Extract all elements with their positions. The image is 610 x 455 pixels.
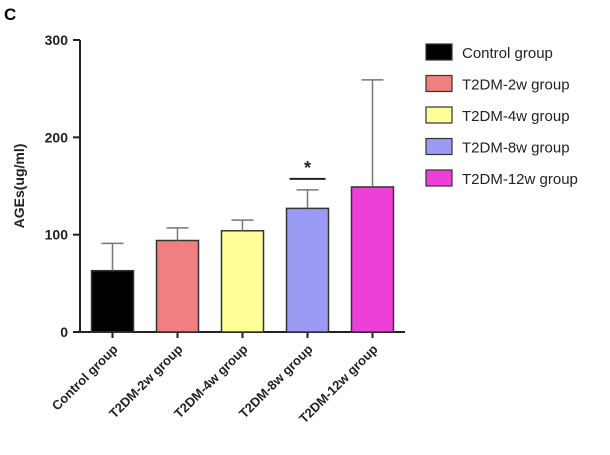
legend-swatch-4 (425, 137, 453, 156)
x-tick-label: Control group (49, 341, 121, 413)
legend-label-3: T2DM-4w group (462, 108, 570, 125)
legend-label-4: T2DM-8w group (462, 140, 570, 157)
y-axis-title: AGEs(ug/ml) (11, 144, 27, 229)
significance-star: * (304, 158, 311, 178)
panel-label: C (4, 5, 16, 24)
legend-label-1: Control group (462, 45, 553, 62)
significance-markers: * (289, 158, 326, 180)
bar-2 (155, 239, 200, 333)
error-bars (101, 79, 384, 271)
bar-3 (220, 230, 265, 333)
bar-4 (285, 207, 330, 333)
legend: Control group T2DM-2w group T2DM-4w group T… (425, 43, 578, 188)
y-axis: 0 100 200 300 (45, 32, 81, 340)
y-tick-label: 100 (45, 227, 69, 243)
legend-swatch-2 (425, 74, 453, 93)
legend-swatch-1 (425, 43, 453, 61)
legend-label-2: T2DM-2w group (462, 77, 570, 94)
y-tick-label: 0 (60, 324, 68, 340)
bars (90, 186, 395, 333)
bar-1 (90, 269, 135, 333)
legend-swatch-3 (425, 106, 453, 124)
y-tick-label: 200 (45, 129, 69, 145)
legend-label-5: T2DM-12w group (462, 171, 578, 188)
x-axis (80, 331, 405, 338)
y-tick-label: 300 (45, 32, 69, 48)
bar-5 (350, 186, 395, 333)
legend-swatch-5 (425, 169, 453, 187)
